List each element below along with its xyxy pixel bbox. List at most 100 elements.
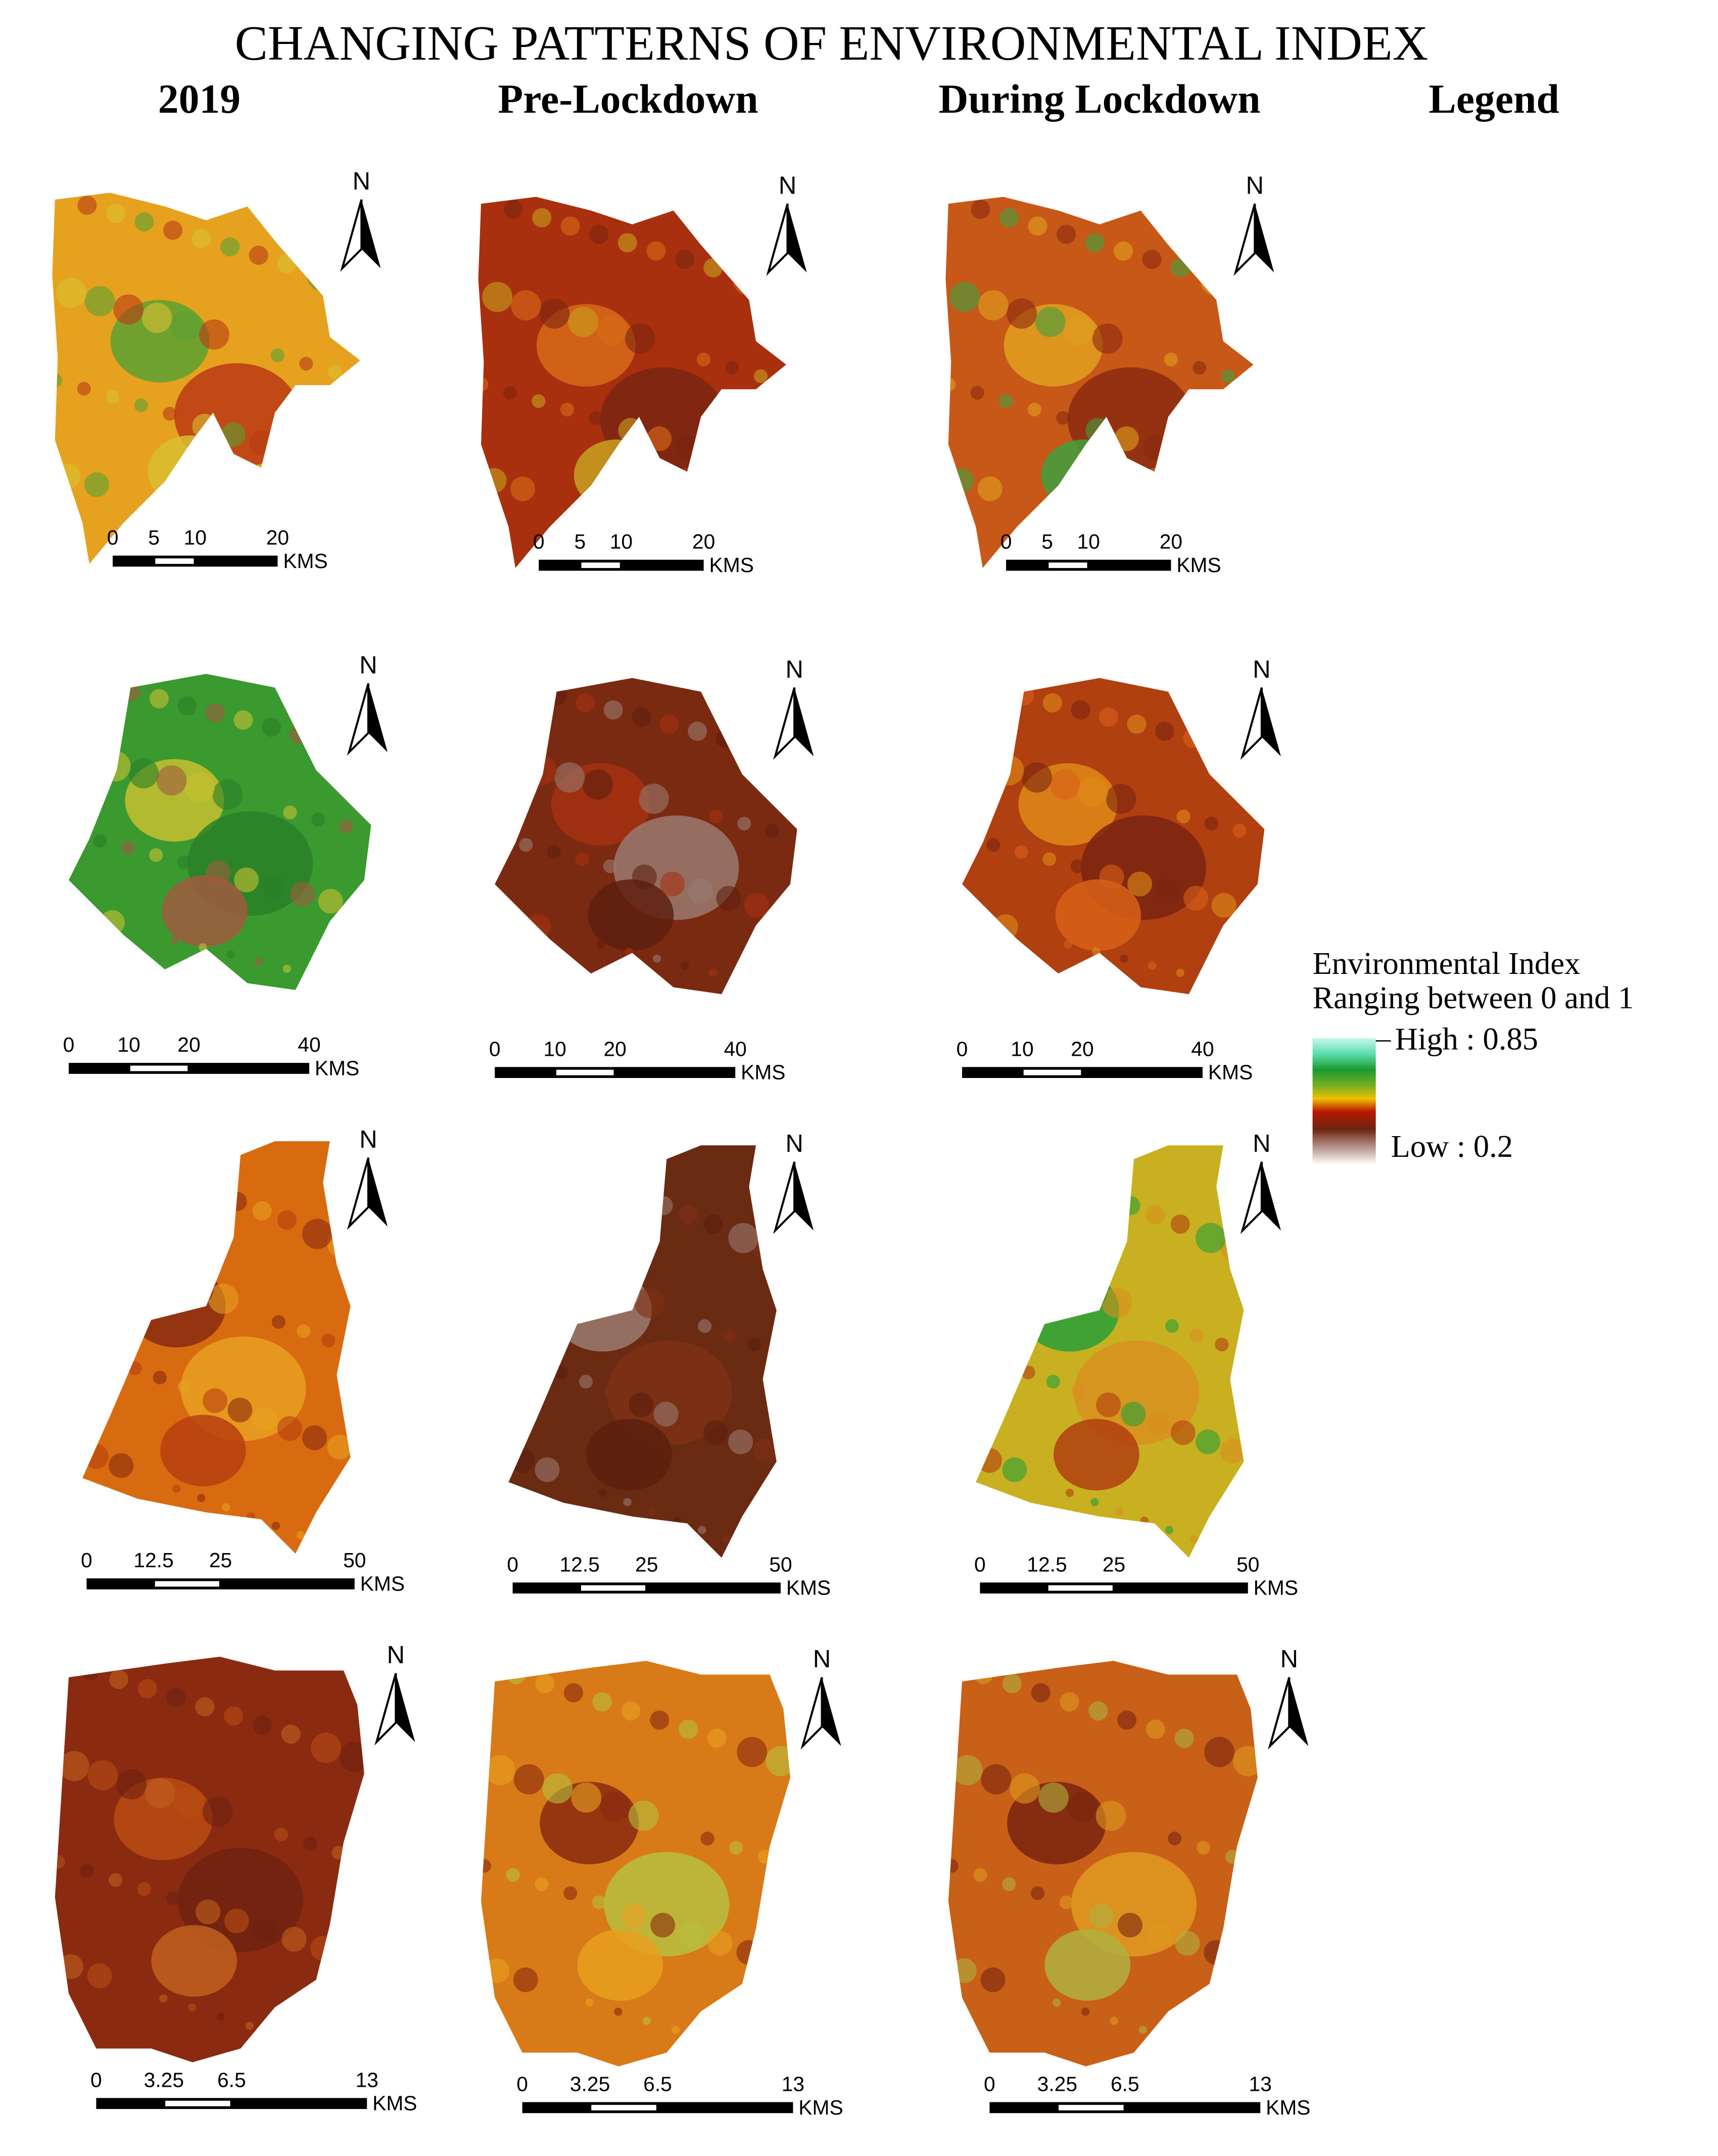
map-speckle [137,1679,157,1699]
map-speckle [128,1154,148,1175]
map-speckle [158,1265,189,1296]
map-speckle [1176,968,1184,977]
map-speckle [282,964,291,973]
map-speckle [508,1347,518,1361]
map-speckle [281,1724,301,1744]
scale-label: 20 [266,526,289,549]
map-speckle [765,824,779,838]
map-speckle [535,1877,549,1891]
map-speckle [1076,1278,1107,1309]
scale-label: 25 [209,1549,232,1572]
scale-unit: KMS [741,1061,785,1084]
map-speckle [609,1278,640,1309]
map-speckle [625,947,633,956]
map-speckle [1102,1288,1132,1318]
map-speckle [1204,817,1219,831]
scale-label: 20 [177,1033,200,1056]
map-speckle [650,1912,676,1938]
map-speckle [532,394,546,408]
map-speckle [277,1416,302,1441]
map-speckle [159,1994,168,2003]
scale-bar [495,1067,736,1078]
map-speckle [986,838,1000,852]
map-speckle [163,220,183,240]
map-speckle [202,1796,233,1827]
map-speckle [1171,443,1196,468]
north-arrow [800,1677,823,1750]
scale-label: 0 [81,1549,92,1572]
map-speckle [321,1333,336,1347]
north-arrow [773,687,796,760]
map-speckle [277,1210,297,1230]
map-speckle [610,776,641,807]
map-speckle [498,907,523,932]
north-label: N [785,1130,803,1157]
map-speckle [1092,947,1101,956]
map-speckle [156,765,187,796]
scale-label: 10 [1011,1037,1033,1060]
map-speckle [327,551,336,560]
scale-label: 10 [117,1033,140,1056]
scale-label: 10 [544,1037,566,1060]
map-speckle [93,834,107,848]
map-speckle [974,1665,993,1684]
map-speckle [622,1903,647,1929]
map-patch [588,879,674,951]
map-speckle [1232,1949,1258,1974]
map-speckle [1067,1791,1097,1822]
map-speckle [1215,1544,1223,1553]
map-speckle [1042,693,1062,713]
map-speckle [1027,402,1041,416]
title: CHANGING PATTERNS OF ENVIRONMENTAL INDEX [235,16,1428,71]
scale-label: 20 [604,1037,627,1060]
scale-label: 3.25 [1037,2073,1077,2096]
map-speckle [542,1773,573,1804]
column-header: 2019 [158,76,241,122]
map-speckle [1228,459,1253,485]
map-speckle [554,1365,568,1380]
map-speckle [952,1755,983,1786]
map-speckle [1046,1168,1066,1188]
map-speckle [247,1512,255,1521]
map-speckle [999,208,1019,227]
map-speckle [981,1764,1012,1795]
map-speckle [321,1540,330,1549]
map-speckle [1049,769,1080,800]
map-speckle [1200,451,1225,477]
map-speckle [149,848,163,862]
map-speckle [106,390,120,404]
map-speckle [579,1168,599,1188]
map-patch [160,1415,246,1486]
map-speckle [1092,323,1123,354]
map-speckle [1232,1746,1258,1776]
map-speckle [1135,530,1143,539]
map-speckle [996,1356,1011,1370]
column-header: Pre-Lockdown [498,76,758,122]
scale-unit: KMS [1266,2096,1310,2119]
map-speckle [1120,954,1128,963]
map-speckle [675,250,694,269]
map-speckle [996,1149,1016,1169]
scale-bar [539,559,704,571]
scale-label: 0 [489,1037,501,1060]
map-speckle [1146,1411,1171,1436]
map-speckle [290,724,309,744]
map-speckle [1174,1728,1194,1748]
map-speckle [621,1701,641,1721]
map-speckle [339,819,353,834]
map-speckle [618,418,643,443]
scale-label: 50 [769,1553,792,1576]
map-speckle [478,197,483,201]
map-speckle [1038,1782,1069,1813]
map-speckle [1088,1701,1108,1721]
map-speckle [510,290,541,320]
map-speckle [226,950,235,959]
map-speckle [84,1237,114,1268]
map-speckle [82,1141,87,1146]
map-speckle [495,831,505,845]
north-label: N [387,1642,405,1669]
map-speckle [700,1832,714,1846]
north-label: N [1253,656,1270,683]
